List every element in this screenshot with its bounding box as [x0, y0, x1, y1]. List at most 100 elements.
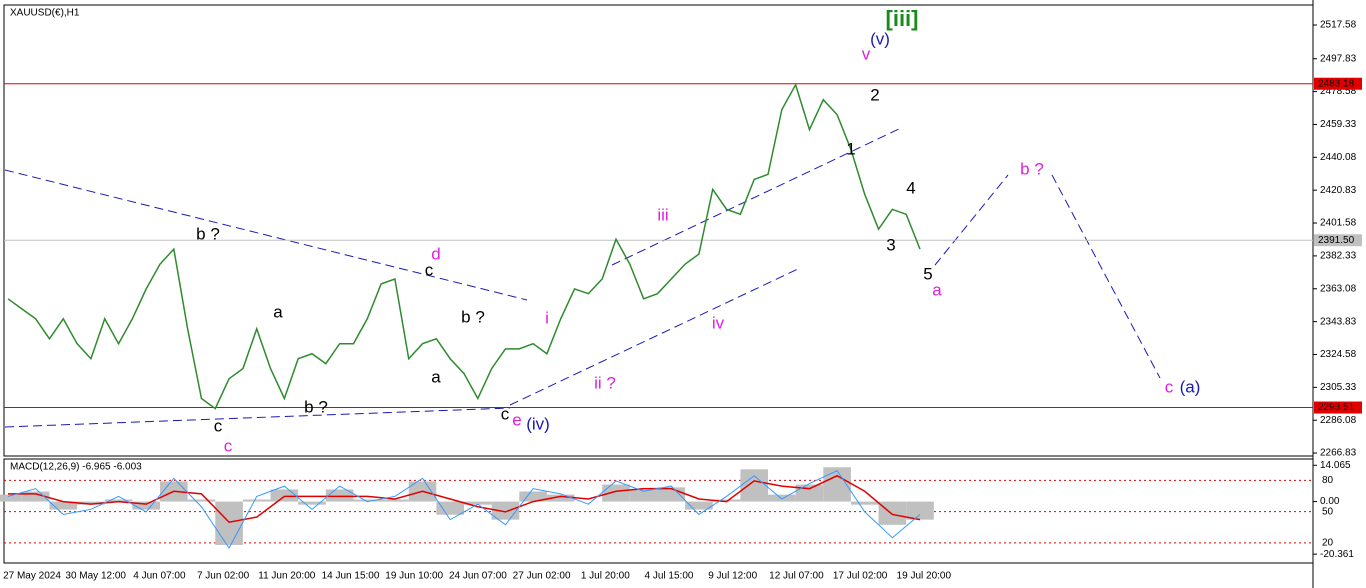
x-tick-label: 24 Jun 07:00: [449, 571, 507, 582]
wave-label: (v): [870, 29, 890, 48]
macd-bar: [298, 501, 326, 505]
macd-bar: [712, 499, 741, 502]
macd-bar: [657, 487, 686, 502]
y-tick-label: 2478.58: [1320, 86, 1357, 97]
x-tick-label: 19 Jul 20:00: [897, 571, 952, 582]
macd-bar: [77, 501, 105, 505]
macd-bar: [187, 499, 216, 502]
y-tick-label: 2382.33: [1320, 251, 1357, 262]
price-marker-label: 2391.50: [1318, 235, 1355, 246]
y-tick-label: -20.361: [1320, 549, 1354, 560]
macd-bar: [795, 484, 824, 502]
y-tick-label: 2420.83: [1320, 185, 1357, 196]
wave-label: a: [273, 302, 283, 321]
wave-label: (a): [1180, 377, 1201, 396]
x-tick-label: 30 May 12:00: [65, 571, 126, 582]
y-tick-label: 2517.58: [1320, 20, 1357, 31]
wave-label: c: [425, 260, 434, 279]
level-label: 20: [1322, 538, 1334, 549]
wave-label: b ?: [461, 307, 485, 326]
wave-label: c: [501, 404, 510, 423]
macd-bar: [104, 499, 133, 502]
wave-label: e: [512, 410, 521, 429]
wave-label: 3: [886, 235, 895, 254]
y-tick-label: 0.00: [1320, 496, 1340, 507]
macd-bar: [436, 501, 464, 515]
trend-line: [4, 407, 511, 428]
wave-label: ii ?: [594, 373, 616, 392]
y-tick-label: 2305.33: [1320, 382, 1357, 393]
macd-bar: [215, 501, 243, 545]
macd-bar: [740, 469, 768, 502]
level-label: 80: [1322, 475, 1334, 486]
price-marker: [1314, 234, 1362, 247]
x-tick-label: 4 Jul 15:00: [645, 571, 694, 582]
y-tick-label: 2266.83: [1320, 448, 1357, 459]
wave-label: a: [932, 280, 942, 299]
chart-title: XAUUSD(€),H1: [10, 8, 80, 19]
x-tick-label: 4 Jun 07:00: [133, 571, 186, 582]
wave-label: d: [431, 244, 440, 263]
wave-label: [iii]: [886, 6, 919, 31]
y-tick-label: 14.065: [1320, 460, 1351, 471]
macd-bar: [519, 491, 547, 502]
macd-bar: [629, 489, 658, 502]
macd-bar: [685, 501, 713, 510]
wave-label: a: [431, 367, 441, 386]
macd-bar: [464, 501, 492, 505]
macd-line: [7, 469, 921, 550]
macd-bar: [49, 501, 78, 510]
trend-line: [611, 126, 904, 266]
wave-label: i: [545, 308, 549, 327]
wave-label: iv: [712, 313, 725, 332]
wave-label: 4: [906, 178, 915, 197]
y-tick-label: 2401.58: [1320, 218, 1357, 229]
macd-bar: [768, 494, 796, 502]
trend-line: [509, 267, 801, 406]
x-tick-label: 27 May 2024: [3, 571, 61, 582]
price-marker-label: 2483.18: [1318, 78, 1355, 89]
x-tick-label: 7 Jun 02:00: [197, 571, 250, 582]
wave-label: 5: [923, 264, 932, 283]
x-tick-label: 12 Jul 07:00: [769, 571, 824, 582]
macd-title: MACD(12,26,9) -6.965 -6.003: [10, 462, 142, 473]
wave-label: v: [862, 44, 871, 63]
wave-label: c: [1165, 377, 1174, 396]
x-tick-label: 19 Jun 10:00: [385, 571, 443, 582]
macd-bar: [850, 501, 879, 505]
wave-label: b ?: [1020, 159, 1044, 178]
trend-line: [4, 169, 528, 301]
wave-label: 2: [870, 85, 879, 104]
projection-line: [1051, 174, 1161, 379]
macd-bar: [602, 484, 630, 502]
projection-line: [934, 174, 1009, 266]
trend-lines: [4, 126, 1161, 428]
price-marker: [1314, 77, 1362, 90]
wave-label: iii: [657, 205, 668, 224]
price-marker: [1314, 401, 1362, 414]
wave-label: 1: [846, 139, 855, 158]
macd-bar: [353, 499, 382, 502]
y-tick-label: 2440.08: [1320, 152, 1357, 163]
price-line-series: [7, 82, 921, 410]
wave-label: c: [224, 436, 233, 455]
x-tick-label: 9 Jul 12:00: [708, 571, 757, 582]
macd-signal: [8, 474, 921, 524]
wave-label: (iv): [526, 414, 550, 433]
macd-bar: [546, 494, 575, 502]
macd-panel: [3, 458, 1314, 564]
x-tick-label: 17 Jul 02:00: [833, 571, 888, 582]
y-tick-label: 2497.83: [1320, 53, 1357, 64]
y-tick-label: 2324.58: [1320, 349, 1357, 360]
macd-bar: [381, 499, 409, 502]
macd-bar: [906, 501, 934, 520]
y-tick-label: 2363.08: [1320, 283, 1357, 294]
y-tick-label: 2343.83: [1320, 316, 1357, 327]
wave-label: b ?: [196, 224, 220, 243]
macd-bar: [270, 489, 299, 502]
x-tick-label: 1 Jul 20:00: [581, 571, 630, 582]
y-tick-label: 2459.33: [1320, 119, 1357, 130]
macd-bar: [21, 491, 50, 502]
macd-bar: [132, 501, 160, 510]
